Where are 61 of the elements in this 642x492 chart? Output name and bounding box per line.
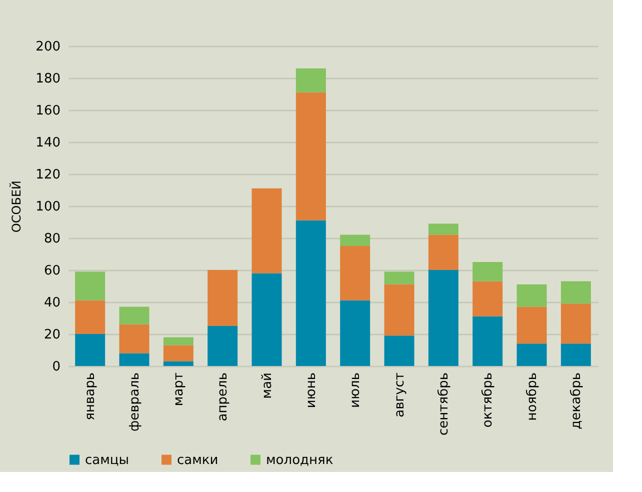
y-tick-label: 180 <box>36 72 60 86</box>
legend-label: самки <box>177 452 218 468</box>
bar <box>208 326 238 366</box>
y-tick-label: 120 <box>36 168 60 182</box>
bar <box>208 270 238 326</box>
bar <box>163 337 194 346</box>
bar <box>384 336 414 366</box>
y-tick-label: 200 <box>36 40 60 54</box>
bar <box>472 262 503 282</box>
bar <box>384 284 414 336</box>
legend-label: молодняк <box>266 452 334 468</box>
bar <box>163 361 194 366</box>
x-tick-label: февраль <box>127 372 142 432</box>
x-tick-label: декабрь <box>568 372 584 430</box>
bar <box>340 234 370 246</box>
y-tick-label: 40 <box>44 296 60 310</box>
y-tick-label: 160 <box>36 104 60 118</box>
x-tick-label: сентябрь <box>436 372 452 436</box>
bar <box>472 281 503 316</box>
x-tick-label: октябрь <box>480 372 496 428</box>
y-axis-title: ОСОБЕЙ <box>8 180 24 233</box>
y-tick-label: 20 <box>44 328 60 342</box>
legend-label: самцы <box>85 452 130 468</box>
x-tick-label: март <box>171 372 186 406</box>
bar <box>340 246 370 300</box>
bar <box>119 306 150 324</box>
bar <box>384 272 414 284</box>
y-tick-label: 0 <box>52 360 60 374</box>
bar <box>560 281 591 304</box>
bar <box>296 68 326 92</box>
bar <box>296 92 326 220</box>
bar <box>75 272 106 300</box>
bar <box>340 300 370 366</box>
bar <box>516 344 547 366</box>
y-tick-label: 140 <box>36 136 60 150</box>
y-tick-label: 80 <box>44 232 60 246</box>
bar <box>560 344 591 366</box>
bar <box>472 316 503 366</box>
x-tick-label: июль <box>348 372 364 408</box>
bar <box>119 324 150 354</box>
bar <box>75 334 106 366</box>
bar <box>119 353 150 366</box>
x-tick-label: август <box>392 372 408 418</box>
bar <box>516 306 547 344</box>
y-tick-label: 100 <box>36 200 60 214</box>
bar <box>296 220 326 366</box>
x-tick-label: апрель <box>216 372 231 422</box>
bar <box>252 273 282 366</box>
x-tick-label: июнь <box>304 372 319 408</box>
bar <box>516 284 547 307</box>
bar <box>428 224 458 235</box>
x-tick-label: январь <box>83 372 98 420</box>
bar <box>560 304 591 344</box>
bar <box>252 188 282 274</box>
bar <box>428 270 458 366</box>
y-tick-label: 60 <box>44 264 60 278</box>
bar <box>163 345 194 362</box>
bar <box>428 234 458 270</box>
x-tick-label: ноябрь <box>524 372 540 421</box>
bar <box>75 300 106 334</box>
x-tick-label: май <box>260 372 275 399</box>
